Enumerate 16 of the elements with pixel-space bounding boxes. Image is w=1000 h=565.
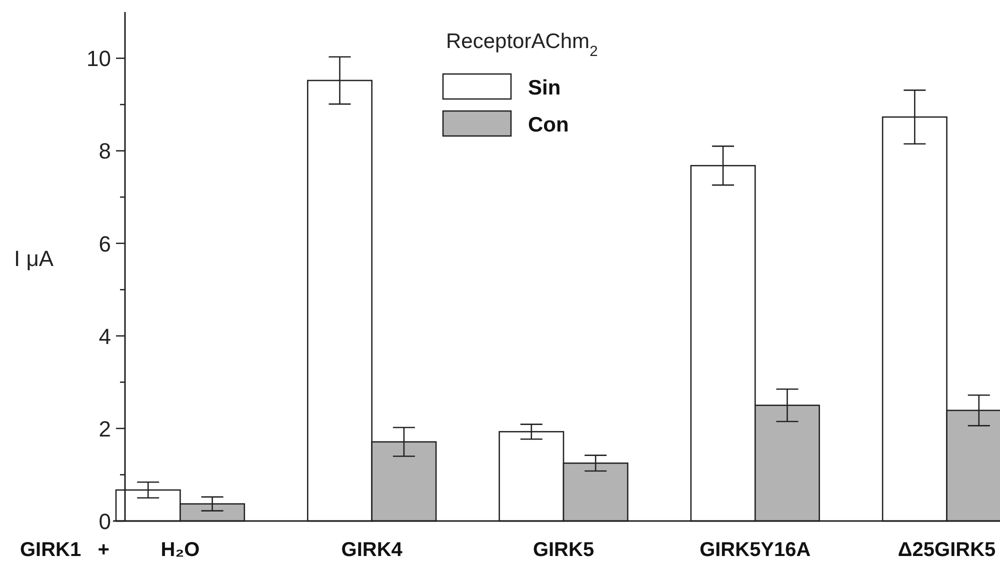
x-tick-label: GIRK5Y16A	[700, 539, 811, 561]
x-tick-label: GIRK5	[532, 539, 594, 561]
y-axis-title: I μA	[14, 246, 54, 271]
y-tick-label: 2	[98, 416, 111, 442]
legend-label: Sin	[528, 76, 561, 100]
legend-title: ReceptorAChm$_{2}$	[446, 30, 598, 60]
y-tick-label: 8	[98, 138, 111, 164]
y-tick-label: 10	[86, 46, 111, 72]
y-tick-label: 6	[98, 231, 111, 256]
x-tick-label: H₂O	[160, 539, 200, 561]
y-tick-label: 0	[98, 508, 111, 534]
legend-label: Con	[528, 114, 569, 137]
y-tick-label: 4	[98, 324, 111, 349]
x-tick-label: GIRK4	[341, 539, 404, 561]
text: GIRK1 +	[20, 539, 110, 561]
x-tick-label: Δ25GIRK5	[898, 539, 996, 561]
